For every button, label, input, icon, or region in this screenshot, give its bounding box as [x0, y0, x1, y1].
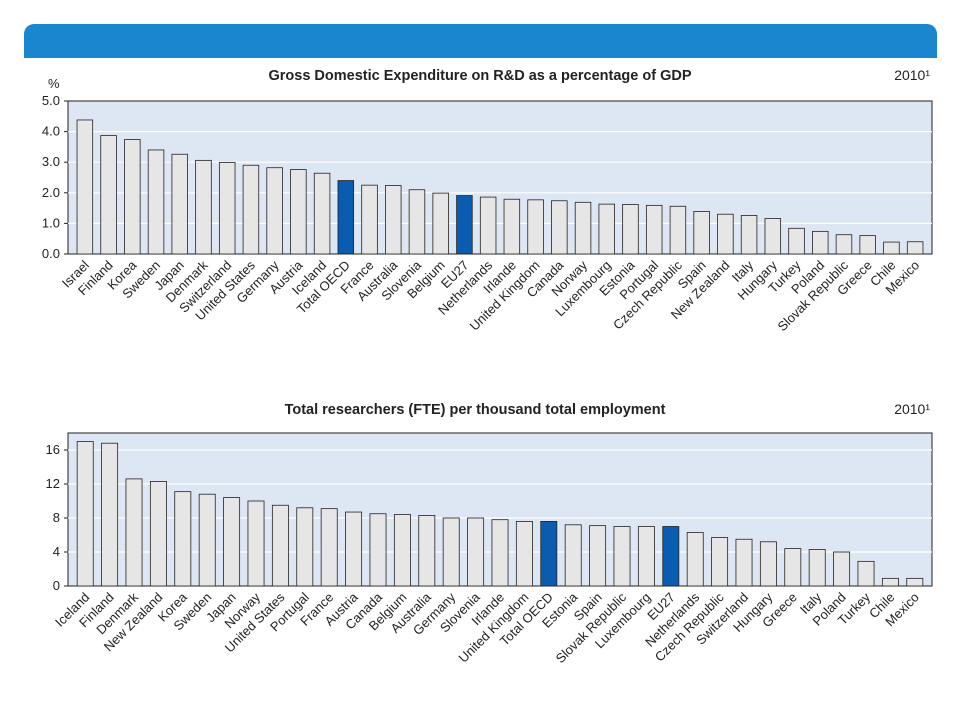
bar: [266, 167, 283, 255]
header-banner: [24, 24, 937, 58]
bar: [345, 511, 363, 587]
y-tick-label: 4.0: [42, 124, 60, 139]
bar: [527, 199, 544, 255]
bar: [669, 205, 687, 255]
bar: [515, 521, 533, 587]
y-tick-label: 1.0: [42, 215, 60, 230]
year-note: 2010¹: [894, 401, 930, 417]
bar: [859, 235, 876, 255]
bar: [361, 184, 378, 255]
bar: [589, 525, 607, 587]
bar: [467, 517, 485, 587]
bar: [906, 577, 924, 587]
bar: [491, 519, 509, 587]
bar: [503, 198, 521, 255]
y-tick-label: 3.0: [42, 154, 60, 169]
bar: [195, 159, 212, 255]
bar: [564, 524, 582, 587]
y-tick-label: 16: [46, 442, 60, 457]
chart-title: Total researchers (FTE) per thousand tot…: [285, 402, 666, 418]
chart-gerd: Gross Domestic Expenditure on R&D as a p…: [42, 67, 933, 334]
bar: [76, 119, 94, 255]
bar: [247, 500, 265, 587]
bar: [764, 218, 782, 255]
bar: [124, 139, 141, 255]
bar: [613, 526, 631, 587]
bar: [881, 577, 899, 587]
year-note: 2010¹: [894, 67, 930, 83]
bar: [147, 149, 165, 255]
y-axis-unit: %: [48, 76, 60, 91]
bar: [759, 541, 777, 587]
plot-background: [67, 100, 933, 255]
bar: [735, 538, 753, 587]
bar: [479, 196, 497, 255]
bar: [101, 442, 119, 587]
chart-title: Gross Domestic Expenditure on R&D as a p…: [268, 68, 691, 84]
y-tick-label: 4: [53, 544, 60, 559]
bar: [198, 493, 216, 587]
bar: [408, 189, 426, 255]
bar: [290, 169, 307, 255]
bar: [174, 491, 192, 587]
bar: [242, 164, 260, 255]
bar: [686, 532, 704, 587]
chart-researchers: Total researchers (FTE) per thousand tot…: [46, 401, 933, 666]
bar: [645, 204, 663, 255]
bar: [835, 234, 853, 255]
bar: [717, 213, 734, 255]
bar: [812, 230, 829, 255]
bar: [271, 504, 289, 587]
bar: [100, 135, 117, 255]
bar: [296, 507, 314, 587]
bar: [337, 180, 355, 255]
y-tick-label: 0.0: [42, 246, 60, 261]
bar: [149, 481, 167, 587]
plot-area: 0.01.02.03.04.05.0IsraelFinlandKoreaSwed…: [42, 93, 933, 334]
bar: [223, 497, 241, 587]
bar: [693, 211, 710, 255]
y-tick-label: 8: [53, 510, 60, 525]
bar: [540, 521, 558, 587]
bar: [76, 441, 94, 587]
bar: [857, 560, 875, 587]
bar: [906, 241, 924, 255]
bar: [218, 162, 236, 255]
bar: [432, 192, 449, 255]
bar: [125, 478, 143, 587]
bar: [418, 515, 436, 587]
bar: [320, 508, 338, 587]
y-tick-label: 0: [53, 578, 60, 593]
bar: [598, 203, 615, 255]
bar: [883, 241, 900, 255]
bar: [551, 200, 568, 255]
bar: [662, 526, 680, 587]
bar: [456, 195, 473, 255]
y-tick-label: 12: [46, 476, 60, 491]
bar: [369, 513, 387, 587]
bar: [637, 526, 655, 587]
bar: [313, 172, 331, 255]
y-tick-label: 5.0: [42, 93, 60, 108]
bar: [393, 514, 411, 587]
bar: [833, 551, 851, 587]
bar: [711, 537, 729, 587]
y-tick-label: 2.0: [42, 185, 60, 200]
bar: [622, 204, 639, 255]
bar: [171, 153, 188, 255]
bar: [740, 215, 758, 255]
bar: [442, 517, 460, 587]
bar: [788, 227, 805, 255]
bar: [784, 548, 802, 587]
bar: [808, 549, 826, 587]
bar: [385, 185, 402, 255]
bar: [574, 201, 592, 255]
